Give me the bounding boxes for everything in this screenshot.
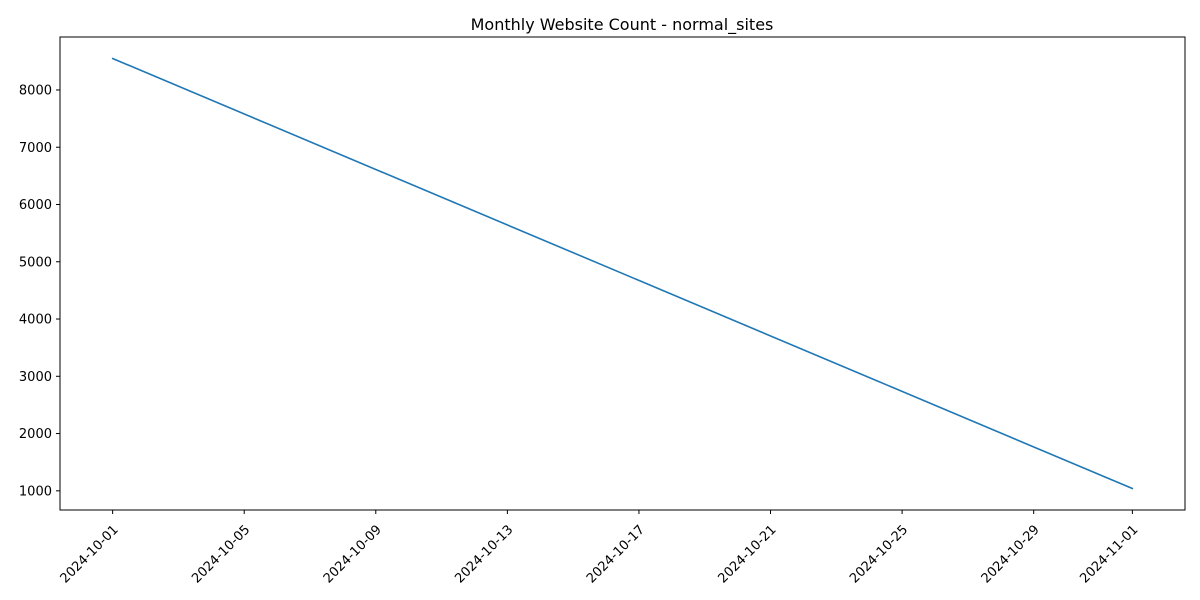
y-tick-label: 5000 — [19, 255, 52, 270]
y-tick-label: 8000 — [19, 84, 52, 99]
x-tick-label: 2024-10-13 — [452, 522, 516, 586]
plot-frame — [59, 36, 1186, 511]
x-tick-label: 2024-10-05 — [189, 522, 253, 586]
y-tick-label: 3000 — [19, 370, 52, 385]
x-tick-label: 2024-10-29 — [979, 522, 1043, 586]
plot-area — [59, 36, 1186, 511]
y-tick-label: 6000 — [19, 198, 52, 213]
x-tick-label: 2024-10-01 — [58, 522, 122, 586]
x-tick-label: 2024-11-01 — [1077, 522, 1141, 586]
x-tick-label: 2024-10-17 — [584, 522, 648, 586]
y-tick-label: 7000 — [19, 141, 52, 156]
series-line-normal_sites — [111, 57, 1134, 490]
y-tick-label: 1000 — [19, 484, 52, 499]
x-tick-label: 2024-10-25 — [847, 522, 911, 586]
x-axis: 2024-10-01 2024-10-05 2024-10-09 2024-10-13… — [58, 510, 1141, 586]
y-tick-label: 4000 — [19, 313, 52, 328]
chart-title: Monthly Website Count - normal_sites — [471, 15, 774, 35]
x-tick-label: 2024-10-21 — [716, 522, 780, 586]
series-layer — [111, 57, 1134, 490]
y-tick-label: 2000 — [19, 427, 52, 442]
x-tick-label: 2024-10-09 — [321, 522, 385, 586]
y-axis: 1000 2000 3000 4000 5000 6000 7000 8000 — [19, 84, 60, 499]
